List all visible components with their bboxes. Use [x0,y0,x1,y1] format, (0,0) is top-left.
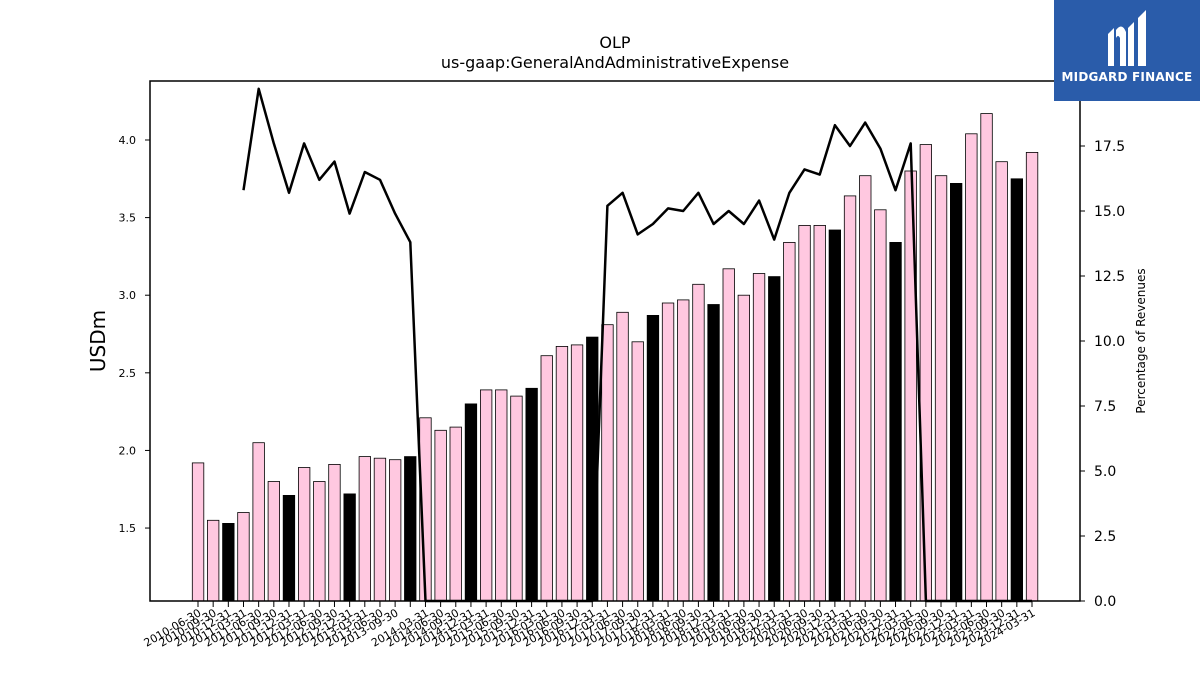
x-axis: 2010-06-302010-09-302010-12-312011-03-31… [142,601,1038,650]
bar [252,442,265,602]
bar [919,144,932,602]
bar [950,182,963,602]
bar [434,429,447,602]
bar [783,241,796,602]
series-line [242,87,1032,603]
bar [525,387,538,602]
bar [449,426,462,602]
bar [464,403,478,602]
bar [965,133,978,602]
y-tick-label: 2.5 [119,367,137,380]
bar [1010,178,1023,602]
bar [980,113,993,602]
bar [752,273,766,602]
bar [495,389,508,602]
bar [631,341,644,602]
bar [222,523,235,602]
bar [388,459,402,602]
y2-tick-label: 2.5 [1094,529,1116,545]
y-tick-label: 3.0 [119,289,137,302]
y2-tick-label: 0.0 [1094,594,1116,610]
bar [722,268,735,602]
chart-title: OLP [599,33,631,52]
line-layer [242,87,1032,603]
bar [191,462,205,602]
bar [237,512,250,602]
bar [343,493,356,602]
midgard-logo: MIDGARD FINANCE [1054,0,1200,101]
logo-text: MIDGARD FINANCE [1061,70,1193,84]
bar [859,175,872,602]
bar [707,304,720,602]
bar [677,299,690,602]
bar [737,294,750,602]
bar [570,344,584,602]
bar [601,324,614,602]
midgard-logo-icon [1108,10,1146,67]
bar [768,276,781,602]
bar [889,241,902,602]
y2-tick-label: 15.0 [1094,204,1125,220]
bar [874,209,887,602]
bar [934,175,948,602]
chart-subtitle: us-gaap:GeneralAndAdministrativeExpense [441,53,789,72]
bar [692,283,705,602]
y-tick-label: 4.0 [119,134,137,147]
bar [540,355,553,602]
bar [404,456,417,602]
bar [555,345,569,602]
bar [995,161,1008,602]
bar [479,389,493,602]
y-axis-right: 0.02.55.07.510.012.515.017.520.0 [1080,74,1125,610]
y2-axis-label: Percentage of Revenues [1134,268,1148,413]
y-axis-left: 1.5 2.0 2.5 3.0 3.5 4.0 [119,134,150,535]
bar [373,457,387,602]
bar [328,463,341,602]
bar [282,494,296,602]
bar [843,195,857,602]
bar [813,224,826,602]
bar [267,481,281,602]
bar [297,467,311,602]
bar [798,224,811,602]
y2-tick-label: 5.0 [1094,464,1116,480]
y2-tick-label: 17.5 [1094,139,1125,155]
y-tick-label: 2.0 [119,444,137,457]
bar [828,229,841,602]
y-tick-label: 3.5 [119,212,137,225]
bar [510,395,523,602]
bar [661,302,675,602]
bar [358,456,372,602]
y2-tick-label: 7.5 [1094,399,1116,415]
y2-tick-label: 12.5 [1094,269,1125,285]
y-tick-label: 1.5 [119,522,137,535]
bar [646,314,660,602]
bar [616,311,629,602]
bar [1025,151,1039,602]
y-axis-label: USDm [86,310,110,372]
y2-tick-label: 10.0 [1094,334,1125,350]
bars-group [191,113,1039,602]
bar [206,519,220,602]
bar [313,481,326,602]
